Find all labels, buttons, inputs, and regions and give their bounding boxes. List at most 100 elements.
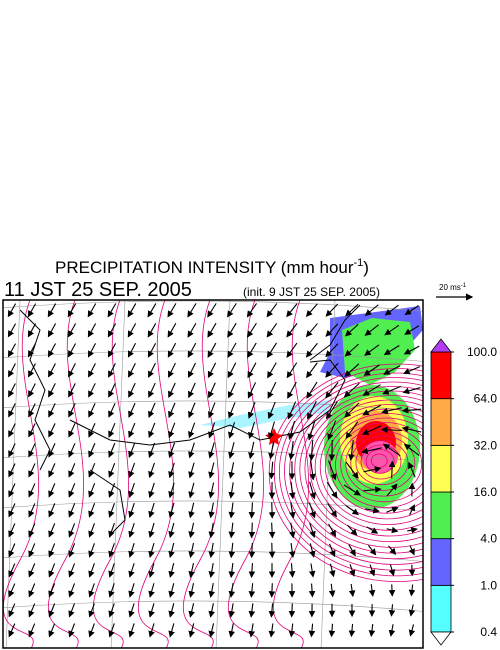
map-frame [2, 299, 424, 649]
wind-vector [288, 603, 296, 618]
wind-vector [8, 543, 16, 558]
wind-vector [128, 362, 136, 378]
wind-vector [107, 323, 117, 338]
wind-vector [187, 362, 197, 379]
wind-vector [8, 583, 16, 598]
wind-vector [187, 303, 197, 318]
wind-vector [168, 562, 175, 578]
coastline [19, 309, 51, 471]
pressure-contour [137, 300, 175, 648]
wind-vector [148, 502, 155, 519]
valid-time: 11 JST 25 SEP. 2005 [4, 279, 192, 301]
wind-vector [386, 483, 398, 497]
wind-vector [8, 423, 16, 438]
wind-vector [287, 420, 296, 440]
wind-vector [188, 462, 195, 479]
wind-vector [383, 365, 401, 375]
wind-vector [28, 483, 36, 498]
wind-vector [127, 303, 137, 318]
wind-vector [362, 404, 382, 416]
wind-vector [148, 482, 155, 499]
coastline [89, 469, 126, 536]
wind-vector [286, 342, 298, 358]
wind-vector [345, 303, 359, 317]
wind-vector [289, 502, 296, 519]
wind-vector [68, 443, 76, 458]
wind-vector [208, 482, 215, 499]
wind-vector [367, 545, 377, 556]
wind-vector [48, 483, 56, 498]
wind-vector [344, 402, 360, 418]
wind-vector [382, 443, 401, 457]
colorbar-label: 1.0 [480, 578, 497, 592]
wind-vector [167, 342, 177, 358]
wind-vector [248, 482, 256, 499]
wind-vector [388, 584, 396, 597]
wind-vector [363, 364, 380, 376]
colorbar-label: 16.0 [474, 485, 498, 499]
wind-vector [207, 342, 217, 358]
wind-vector [27, 343, 36, 358]
wind-vector [306, 362, 318, 379]
pressure-contour [227, 300, 265, 648]
wind-vector [227, 362, 237, 379]
wind-vector [108, 623, 115, 638]
wind-vector [227, 382, 236, 399]
wind-vector [388, 460, 396, 479]
wind-vector [382, 385, 401, 395]
wind-vector [364, 304, 379, 316]
wind-vector [364, 324, 379, 336]
wind-vector [88, 483, 96, 498]
colorbar-segment [430, 351, 452, 400]
wind-vector [108, 583, 115, 598]
wind-vector [247, 401, 256, 419]
wind-vector [228, 542, 236, 559]
wind-vector [348, 583, 356, 598]
wind-vector [328, 523, 336, 538]
wind-vector [87, 303, 97, 318]
wind-vector [88, 603, 95, 618]
coastline [69, 359, 346, 446]
wind-vector [48, 463, 56, 478]
wind-vector [168, 502, 175, 519]
wind-vector [208, 462, 215, 479]
wind-vector [7, 323, 17, 338]
wind-vector [88, 463, 96, 478]
colorbar-segment [430, 584, 452, 633]
wind-vector [68, 403, 76, 418]
wind-vector [345, 421, 359, 440]
wind-vector [87, 343, 96, 358]
longitude-line [215, 300, 231, 648]
wind-vector [380, 426, 403, 434]
wind-vector [108, 563, 115, 578]
wind-vector [309, 543, 316, 558]
wind-vector [68, 463, 76, 478]
wind-vector [289, 481, 296, 500]
wind-vector [288, 563, 296, 578]
colorbar-under [430, 631, 452, 646]
wind-vector [248, 421, 255, 440]
wind-vector [325, 303, 339, 317]
wind-vector [68, 363, 76, 378]
pressure-contour [182, 300, 220, 648]
wind-vector [88, 503, 96, 518]
wind-vector [147, 323, 157, 338]
pressure-contour [299, 390, 423, 548]
wind-vector [408, 604, 416, 617]
wind-vector [246, 303, 258, 318]
wind-vector [127, 343, 137, 358]
wind-vector [267, 421, 275, 440]
colorbar-label: 0.4 [480, 625, 497, 639]
wind-vector [8, 463, 16, 478]
wind-vector [288, 623, 296, 638]
wind-vector [208, 603, 215, 618]
wind-vector [368, 584, 376, 597]
wind-vector [148, 583, 155, 598]
wind-vector [168, 442, 176, 459]
wind-vector [329, 563, 336, 578]
wind-vector [108, 402, 116, 418]
wind-vector [348, 440, 355, 462]
wind-vector [349, 564, 356, 577]
wind-vector [88, 523, 96, 538]
wind-vector [8, 403, 16, 418]
